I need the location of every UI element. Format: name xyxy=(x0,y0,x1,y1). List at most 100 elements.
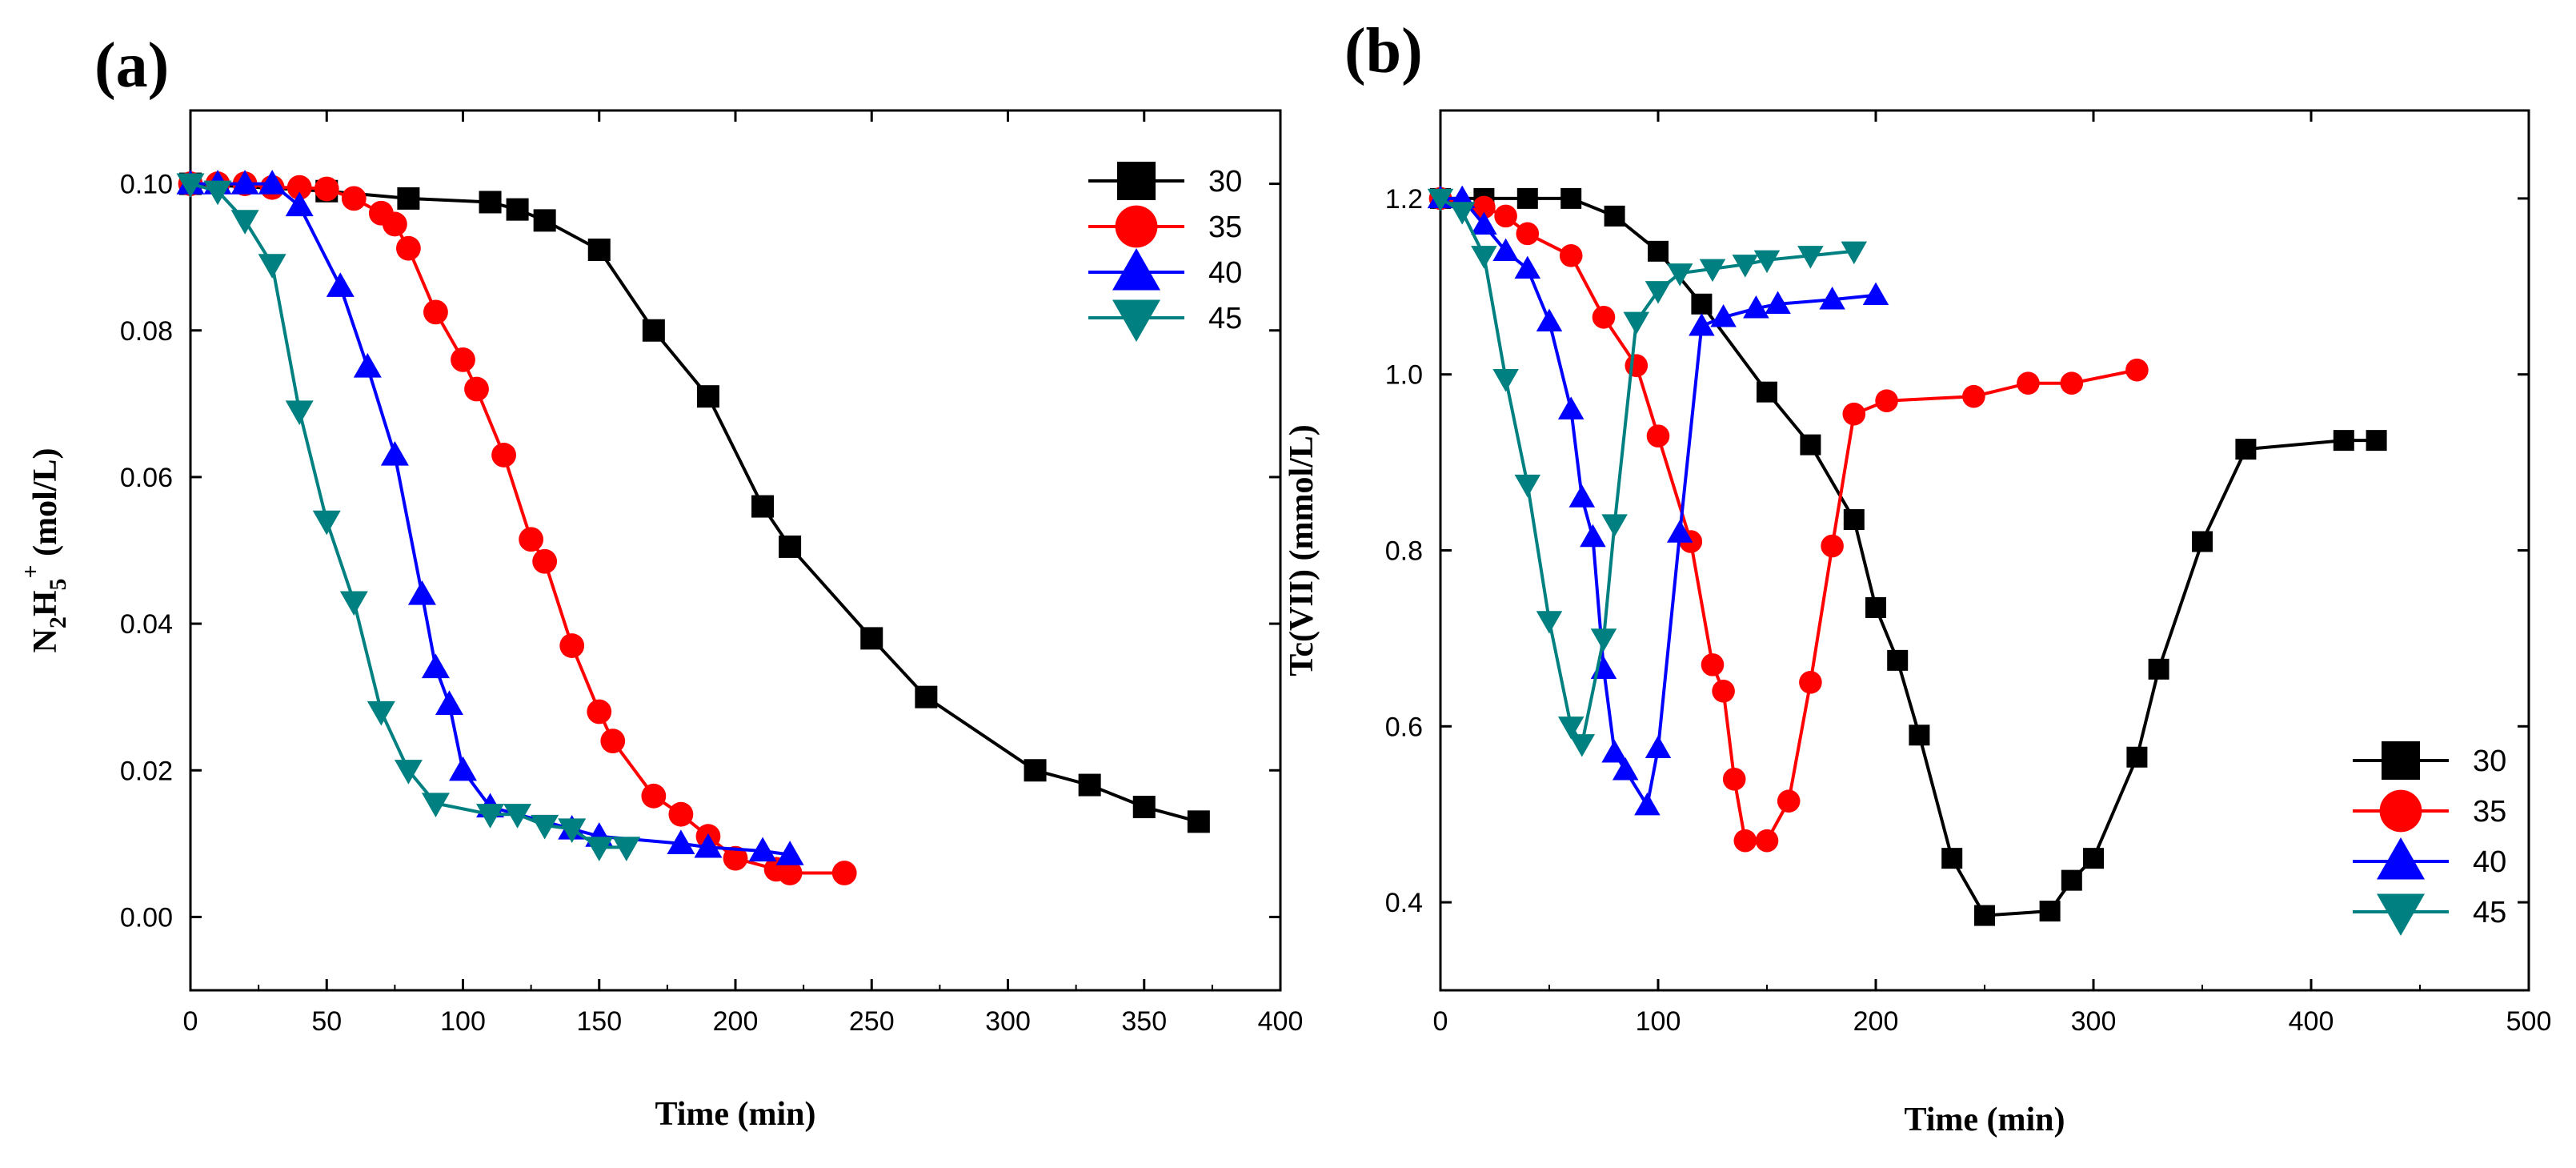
data-point xyxy=(380,440,409,466)
x-tick-label: 350 xyxy=(1121,1006,1167,1037)
y-tick-label: 0.10 xyxy=(120,170,173,200)
x-tick-label: 0 xyxy=(1433,1006,1448,1037)
data-point xyxy=(1625,354,1649,378)
data-point xyxy=(1800,434,1821,456)
data-point xyxy=(1777,789,1801,813)
data-point xyxy=(779,535,802,558)
data-point xyxy=(503,804,532,829)
data-point xyxy=(777,861,803,885)
data-point xyxy=(1078,773,1101,797)
data-point xyxy=(176,173,205,199)
data-point xyxy=(423,299,448,325)
data-point xyxy=(230,210,259,235)
legend-label: 30 xyxy=(2473,745,2506,778)
data-point xyxy=(1765,291,1791,314)
data-point xyxy=(449,756,477,781)
data-point xyxy=(1753,250,1781,274)
y-tick-label: 0.08 xyxy=(120,316,173,347)
data-point xyxy=(341,186,367,211)
data-point xyxy=(1516,187,1538,209)
series-35 xyxy=(1428,187,2149,853)
data-point xyxy=(1712,680,1735,703)
data-point xyxy=(1492,238,1519,262)
data-point xyxy=(694,833,723,858)
data-point xyxy=(1514,474,1541,498)
data-point xyxy=(1559,244,1583,267)
series-line xyxy=(1439,197,1855,749)
data-point xyxy=(532,548,558,574)
data-point xyxy=(831,861,857,885)
legend-label: 30 xyxy=(1208,165,1242,199)
legend-item: 40 xyxy=(1088,248,1242,291)
x-tick-label: 400 xyxy=(2289,1006,2334,1037)
data-point xyxy=(2126,746,2148,768)
y-tick-label: 0.06 xyxy=(120,463,173,493)
data-point xyxy=(1841,241,1868,265)
data-point xyxy=(397,187,420,210)
data-point xyxy=(1821,534,1844,558)
data-point xyxy=(2148,658,2169,680)
data-point xyxy=(1516,222,1540,246)
data-point xyxy=(1842,402,1866,426)
data-point xyxy=(1471,246,1497,269)
data-point xyxy=(1427,188,1454,212)
data-point xyxy=(1580,524,1606,548)
legend-label: 40 xyxy=(2473,845,2506,879)
x-tick-label: 250 xyxy=(849,1006,895,1037)
data-point xyxy=(668,801,694,827)
data-point xyxy=(1797,246,1824,269)
data-point xyxy=(915,685,938,708)
data-point xyxy=(667,829,695,854)
chart-panel-b: 0 100 200 300 400 500 0.4 0.6 0.8 1.0 1.2 (b) Time (… xyxy=(1284,16,2551,1138)
series-line xyxy=(1440,196,2377,917)
data-point xyxy=(203,180,232,206)
data-point xyxy=(451,347,475,372)
data-point xyxy=(396,235,421,261)
data-point xyxy=(1865,596,1886,618)
data-point xyxy=(1666,263,1693,287)
legend-label: 35 xyxy=(2473,795,2506,829)
data-point xyxy=(286,175,312,200)
data-point xyxy=(587,239,611,262)
y-axis-title: N2H5+ (mol/L) xyxy=(18,448,71,653)
data-point xyxy=(1974,905,1995,926)
legend-item: 30 xyxy=(2353,741,2506,780)
data-point xyxy=(491,443,516,468)
data-point xyxy=(587,699,612,724)
data-point xyxy=(464,376,489,402)
x-tick-label: 100 xyxy=(440,1006,486,1037)
data-point xyxy=(1757,381,1777,403)
data-point xyxy=(230,170,259,195)
x-axis-title: Time (min) xyxy=(1904,1102,2065,1138)
data-point xyxy=(2060,371,2084,395)
data-point xyxy=(612,837,641,861)
data-point xyxy=(1710,304,1737,327)
data-point xyxy=(860,627,883,650)
data-point xyxy=(1755,829,1779,853)
data-point xyxy=(1743,295,1769,319)
y-tick-label: 1.2 xyxy=(1385,184,1423,215)
data-point xyxy=(1472,195,1496,219)
series-30 xyxy=(1430,187,2387,926)
data-point xyxy=(1691,293,1713,315)
data-point xyxy=(421,653,450,679)
data-point xyxy=(1962,384,1985,408)
panel-label: (b) xyxy=(1344,16,1423,86)
data-point xyxy=(533,209,556,232)
data-point xyxy=(1799,671,1822,694)
x-tick-label: 100 xyxy=(1636,1006,1681,1037)
data-point xyxy=(1132,796,1156,819)
plot-frame xyxy=(1439,109,2530,992)
data-point xyxy=(1646,424,1670,448)
data-point xyxy=(1187,810,1210,833)
legend-marker xyxy=(2377,893,2425,936)
data-point xyxy=(600,728,626,754)
legend-marker xyxy=(1115,205,1158,248)
data-point xyxy=(1909,724,1930,746)
data-point xyxy=(1645,735,1672,758)
data-point xyxy=(1689,313,1715,336)
data-point xyxy=(1494,204,1517,228)
data-point xyxy=(1536,308,1563,331)
data-point xyxy=(1604,205,1625,227)
